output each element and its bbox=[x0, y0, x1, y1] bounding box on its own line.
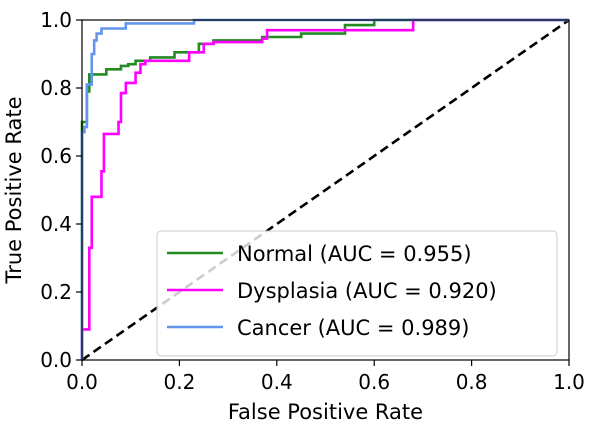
legend-label-dysplasia: Dysplasia (AUC = 0.920) bbox=[237, 279, 497, 303]
legend-box bbox=[156, 230, 558, 357]
y-tick-label: 1.0 bbox=[40, 8, 72, 32]
legend-label-normal: Normal (AUC = 0.955) bbox=[237, 242, 472, 266]
y-tick-label: 0.4 bbox=[40, 212, 72, 236]
x-axis-label: False Positive Rate bbox=[228, 400, 423, 424]
legend-label-cancer: Cancer (AUC = 0.989) bbox=[237, 316, 469, 340]
series-line-dysplasia bbox=[80, 18, 569, 360]
x-tick-label: 1.0 bbox=[553, 370, 585, 394]
axes-border bbox=[81, 19, 570, 361]
x-tick-label: 0.2 bbox=[163, 370, 195, 394]
x-tick-label: 0.6 bbox=[358, 370, 390, 394]
x-tick-label: 0.4 bbox=[261, 370, 293, 394]
series-line-cancer bbox=[80, 18, 569, 360]
legend: Normal (AUC = 0.955) Dysplasia (AUC = 0.9… bbox=[156, 230, 558, 357]
y-tick-label: 0.0 bbox=[40, 348, 72, 372]
axes-frame bbox=[81, 19, 570, 361]
y-tick-label: 0.8 bbox=[40, 76, 72, 100]
tick-layer: 0.0 0.2 0.4 0.6 0.8 1.0 0.0 0.2 0.4 0.6 0.8 1.0 bbox=[40, 8, 585, 394]
x-tick-label: 0.0 bbox=[66, 370, 98, 394]
y-axis-label: True Positive Rate bbox=[2, 96, 26, 284]
y-tick-label: 0.6 bbox=[40, 144, 72, 168]
y-tick-label: 0.2 bbox=[40, 280, 72, 304]
x-tick-label: 0.8 bbox=[456, 370, 488, 394]
